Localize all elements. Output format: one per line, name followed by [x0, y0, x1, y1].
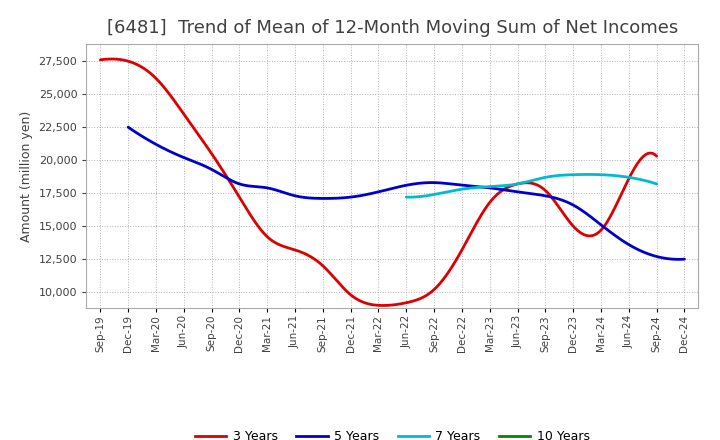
Y-axis label: Amount (million yen): Amount (million yen): [20, 110, 33, 242]
7 Years: [652, 181, 661, 187]
7 Years: [523, 179, 531, 184]
3 Years: [107, 56, 116, 62]
7 Years: [521, 180, 530, 185]
Line: 5 Years: 5 Years: [128, 127, 685, 259]
5 Years: [425, 180, 433, 185]
7 Years: [552, 173, 560, 178]
5 Years: [667, 257, 675, 262]
5 Years: [124, 125, 132, 130]
7 Years: [538, 175, 546, 180]
3 Years: [554, 204, 563, 209]
3 Years: [652, 154, 661, 159]
5 Years: [580, 209, 588, 215]
5 Years: [680, 257, 689, 262]
Line: 7 Years: 7 Years: [406, 174, 657, 197]
7 Years: [584, 172, 593, 177]
Legend: 3 Years, 5 Years, 7 Years, 10 Years: 3 Years, 5 Years, 7 Years, 10 Years: [190, 425, 595, 440]
3 Years: [361, 301, 370, 306]
Title: [6481]  Trend of Mean of 12-Month Moving Sum of Net Incomes: [6481] Trend of Mean of 12-Month Moving …: [107, 19, 678, 37]
5 Years: [388, 186, 397, 191]
3 Years: [642, 152, 650, 158]
5 Years: [455, 182, 464, 187]
5 Years: [392, 185, 400, 190]
5 Years: [675, 257, 683, 262]
3 Years: [429, 287, 438, 293]
7 Years: [608, 173, 617, 178]
7 Years: [647, 180, 656, 185]
3 Years: [379, 303, 388, 308]
3 Years: [96, 57, 104, 62]
7 Years: [402, 194, 410, 200]
3 Years: [400, 301, 408, 306]
Line: 3 Years: 3 Years: [100, 59, 657, 305]
7 Years: [405, 194, 413, 200]
3 Years: [365, 301, 374, 307]
